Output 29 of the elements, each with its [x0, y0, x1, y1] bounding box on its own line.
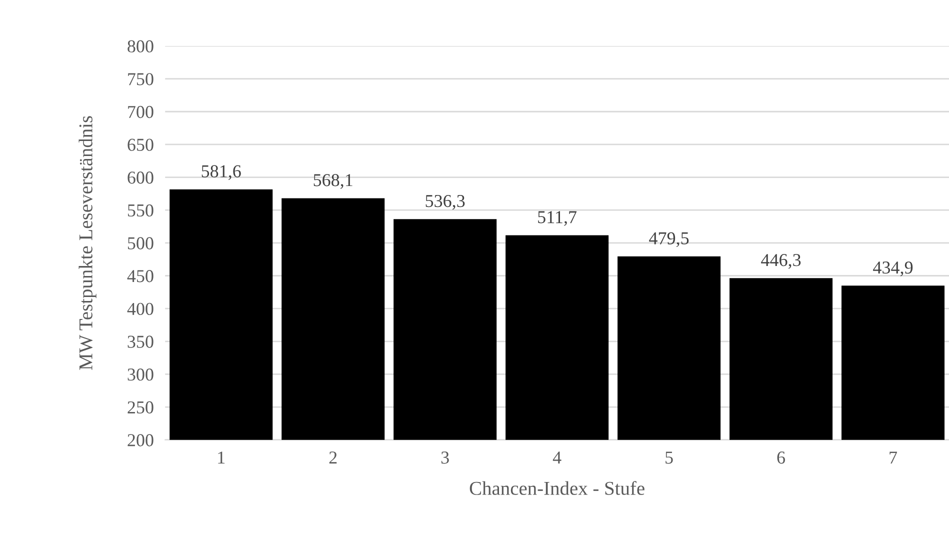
x-axis-title: Chancen-Index - Stufe	[470, 481, 644, 495]
y-tick-label: 600	[128, 172, 154, 184]
data-label: 511,7	[538, 211, 577, 226]
x-tick-label: 4	[552, 452, 562, 464]
y-tick-label: 800	[128, 40, 154, 52]
y-tick-label: 700	[128, 106, 154, 118]
y-tick-label: 400	[127, 302, 154, 316]
data-label: 446,3	[761, 254, 801, 269]
y-tick-label: 250	[128, 401, 154, 414]
y-axis-title: MW Testpunkte Leseverständnis	[78, 116, 96, 370]
data-label: 479,5	[649, 232, 689, 247]
data-label: 536,3	[426, 194, 465, 210]
y-tick-label: 200	[128, 434, 154, 446]
x-tick-label: 7	[890, 452, 898, 464]
x-tick-label: 5	[666, 452, 673, 464]
y-tick-label: 500	[128, 237, 154, 250]
data-label: 581,6	[202, 165, 241, 180]
y-tick-label: 450	[127, 270, 154, 282]
y-tick-label: 650	[128, 138, 154, 151]
y-tick-label: 300	[128, 368, 154, 381]
y-tick-label: 550	[128, 204, 154, 217]
x-tick-label: 2	[329, 452, 337, 464]
x-tick-label: 1	[218, 452, 225, 464]
x-tick-label: 3	[441, 452, 449, 464]
x-tick-label: 6	[777, 452, 785, 464]
data-label: 568,1	[314, 174, 352, 189]
y-tick-label: 350	[128, 336, 154, 348]
y-tick-label: 750	[128, 73, 154, 86]
data-label: 434,9	[873, 262, 913, 276]
